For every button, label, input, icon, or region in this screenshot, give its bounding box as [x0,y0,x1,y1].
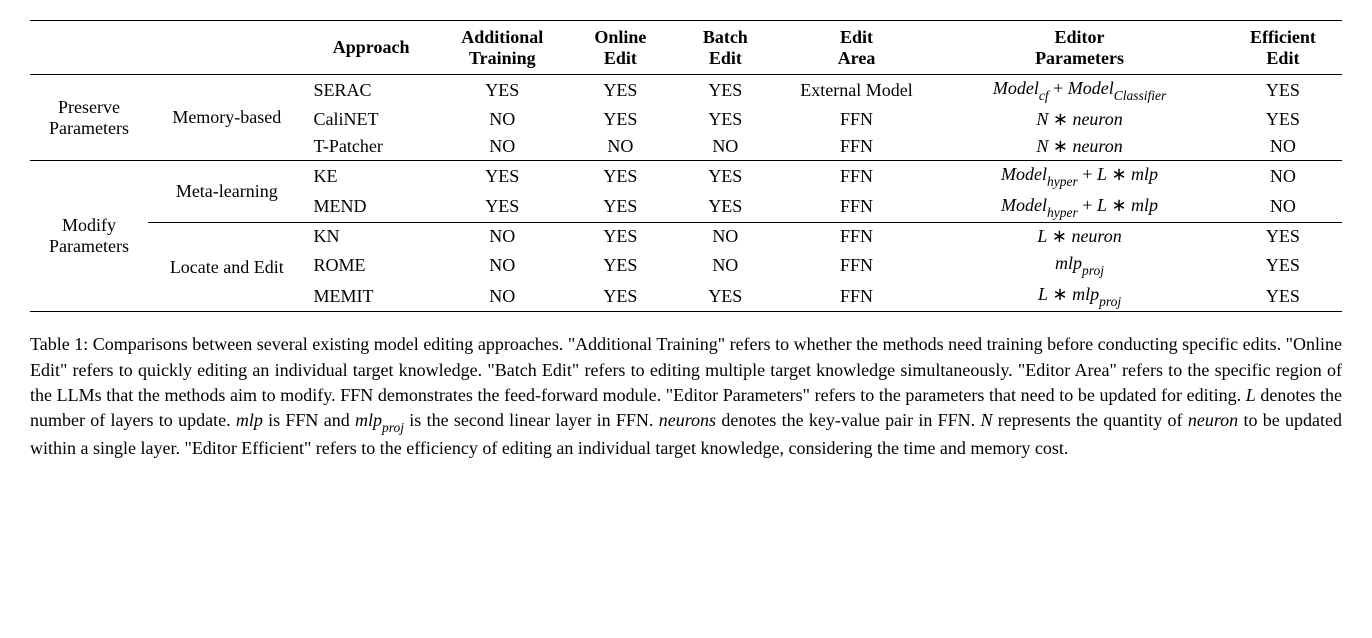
cell-value: YES [673,281,778,312]
table-header-row: Approach Additional Training Online Edit… [30,21,1342,75]
cell-value: FFN [778,106,935,133]
subgroup-locate-and-edit: Locate and Edit [148,223,305,312]
cell-value: YES [1224,106,1342,133]
comparison-table: Approach Additional Training Online Edit… [30,20,1342,312]
col-approach: Approach [306,21,437,75]
cell-value: YES [568,75,673,106]
cell-value: YES [437,192,568,223]
cell-editor-params: Modelhyper + L ∗ mlp [935,192,1224,223]
cell-value: NO [568,133,673,161]
cell-value: External Model [778,75,935,106]
cell-value: YES [673,75,778,106]
cell-value: YES [1224,223,1342,251]
table-row: Preserve Parameters Memory-based SERAC Y… [30,75,1342,106]
cell-approach: KN [306,223,437,251]
cell-value: NO [673,250,778,281]
cell-editor-params: L ∗ mlpproj [935,281,1224,312]
table-caption: Table 1: Comparisons between several exi… [30,332,1342,461]
cell-value: FFN [778,250,935,281]
table-row: Modify Parameters Meta-learning KE YES Y… [30,160,1342,191]
cell-approach: SERAC [306,75,437,106]
cell-value: FFN [778,133,935,161]
cell-editor-params: N ∗ neuron [935,133,1224,161]
cell-value: YES [673,160,778,191]
cell-editor-params: N ∗ neuron [935,106,1224,133]
col-efficient-edit: Efficient Edit [1224,21,1342,75]
cell-value: FFN [778,192,935,223]
cell-value: NO [1224,133,1342,161]
cell-value: YES [568,106,673,133]
cell-value: NO [673,133,778,161]
cell-value: YES [568,160,673,191]
caption-text: Table 1: Comparisons between several exi… [30,334,1342,404]
cell-value: YES [437,160,568,191]
col-additional-training: Additional Training [437,21,568,75]
cell-approach: MEMIT [306,281,437,312]
cell-value: YES [673,192,778,223]
cell-approach: KE [306,160,437,191]
cell-value: YES [568,281,673,312]
cell-value: FFN [778,160,935,191]
cell-approach: ROME [306,250,437,281]
cell-editor-params: Modelcf + ModelClassifier [935,75,1224,106]
cell-value: FFN [778,281,935,312]
col-editor-parameters: Editor Parameters [935,21,1224,75]
subgroup-meta-learning: Meta-learning [148,160,305,222]
col-batch-edit: Batch Edit [673,21,778,75]
cell-editor-params: L ∗ neuron [935,223,1224,251]
cell-value: NO [437,250,568,281]
cell-editor-params: mlpproj [935,250,1224,281]
cell-value: YES [673,106,778,133]
cell-value: YES [568,250,673,281]
cell-value: FFN [778,223,935,251]
cell-value: YES [1224,281,1342,312]
cell-approach: MEND [306,192,437,223]
cell-value: NO [437,223,568,251]
table-row: Locate and Edit KN NO YES NO FFN L ∗ neu… [30,223,1342,251]
cell-approach: T-Patcher [306,133,437,161]
cell-value: YES [568,192,673,223]
cell-approach: CaliNET [306,106,437,133]
cell-value: YES [437,75,568,106]
cell-value: YES [1224,75,1342,106]
subgroup-memory-based: Memory-based [148,75,305,161]
cell-value: NO [437,281,568,312]
cell-value: NO [1224,160,1342,191]
cell-value: NO [1224,192,1342,223]
cell-value: NO [437,133,568,161]
cell-value: NO [437,106,568,133]
cell-value: YES [1224,250,1342,281]
cell-editor-params: Modelhyper + L ∗ mlp [935,160,1224,191]
cell-value: NO [673,223,778,251]
group-preserve-parameters: Preserve Parameters [30,75,148,161]
group-modify-parameters: Modify Parameters [30,160,148,311]
col-edit-area: Edit Area [778,21,935,75]
col-online-edit: Online Edit [568,21,673,75]
cell-value: YES [568,223,673,251]
